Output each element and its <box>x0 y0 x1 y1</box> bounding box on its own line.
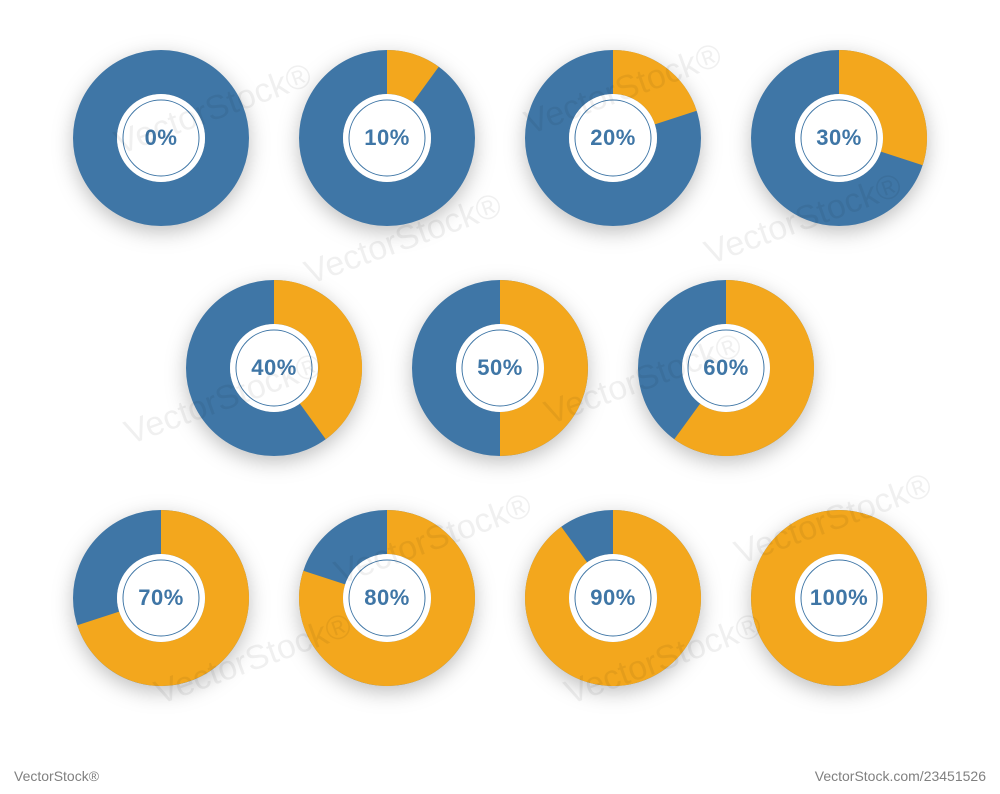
donut-label: 100% <box>751 510 927 686</box>
donut-90: 90% <box>525 510 701 686</box>
donut-10: 10% <box>299 50 475 226</box>
donut-60: 60% <box>638 280 814 456</box>
donut-label: 0% <box>73 50 249 226</box>
donut-label: 60% <box>638 280 814 456</box>
donut-70: 70% <box>73 510 249 686</box>
donut-row-2: 70% 80% 90% 100% <box>0 510 1000 686</box>
donut-row-1: 40% 50% 60% <box>0 280 1000 456</box>
donut-label: 10% <box>299 50 475 226</box>
donut-80: 80% <box>299 510 475 686</box>
donut-label: 30% <box>751 50 927 226</box>
donut-40: 40% <box>186 280 362 456</box>
donut-label: 50% <box>412 280 588 456</box>
donut-label: 40% <box>186 280 362 456</box>
donut-row-0: 0% 10% 20% 30% <box>0 50 1000 226</box>
donut-label: 80% <box>299 510 475 686</box>
chart-stage: 0% 10% 20% 30% 40% 50% 60% 70% 80% 90% 100% VectorS… <box>0 0 1000 794</box>
donut-100: 100% <box>751 510 927 686</box>
donut-label: 70% <box>73 510 249 686</box>
donut-30: 30% <box>751 50 927 226</box>
donut-label: 90% <box>525 510 701 686</box>
donut-20: 20% <box>525 50 701 226</box>
footer-id: VectorStock.com/23451526 <box>815 768 986 784</box>
donut-label: 20% <box>525 50 701 226</box>
donut-50: 50% <box>412 280 588 456</box>
footer-brand: VectorStock® <box>14 768 99 784</box>
donut-0: 0% <box>73 50 249 226</box>
